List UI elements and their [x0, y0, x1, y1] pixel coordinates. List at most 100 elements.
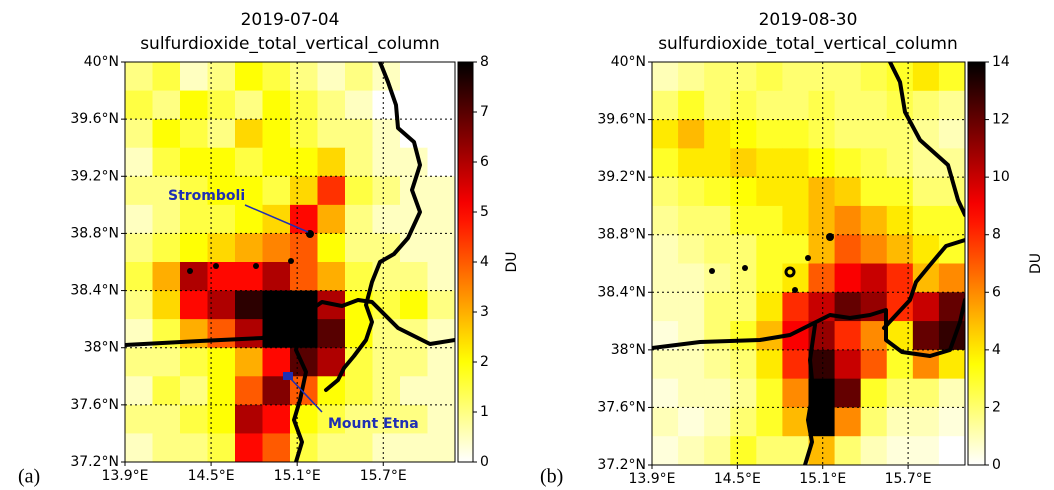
colorbar	[967, 61, 986, 466]
colorbar-tick-label: 7	[480, 104, 489, 120]
cell	[912, 378, 940, 408]
cell	[400, 404, 428, 434]
cell	[345, 90, 373, 120]
cell	[756, 407, 783, 437]
cell	[730, 148, 757, 178]
annotation-line	[244, 204, 309, 233]
cell	[834, 62, 862, 92]
cell	[125, 62, 153, 92]
cell	[125, 233, 153, 263]
cell	[152, 290, 181, 320]
cell	[860, 148, 888, 178]
plot-frame	[124, 61, 456, 463]
cell	[372, 204, 401, 234]
cell	[262, 433, 291, 463]
cell	[125, 404, 153, 434]
cell	[834, 349, 862, 380]
cell	[152, 176, 181, 206]
cell	[652, 263, 679, 293]
cell	[782, 292, 809, 322]
cell	[886, 407, 914, 437]
y-tick-label: 37.2°N	[70, 454, 119, 470]
y-tick-label: 37.2°N	[597, 457, 646, 473]
cell	[652, 234, 679, 264]
cell	[180, 262, 208, 292]
cell	[372, 147, 401, 177]
cell	[400, 233, 428, 263]
coastline-b	[652, 62, 965, 465]
cell	[180, 319, 208, 349]
cell	[235, 147, 263, 177]
colorbar-label: DU	[1028, 253, 1044, 274]
cell	[756, 148, 783, 178]
colorbar-tick-label: 10	[992, 169, 1010, 185]
chart-subtitle: sulfurdioxide_total_vertical_column	[658, 34, 958, 54]
cell	[207, 90, 236, 120]
cell	[782, 148, 809, 178]
cell	[834, 263, 862, 293]
cell	[125, 262, 153, 292]
cell	[704, 119, 731, 149]
x-tick-label: 15.1°E	[799, 471, 846, 487]
cell	[180, 433, 208, 463]
x-tick-label: 13.9°E	[628, 471, 675, 487]
cell	[180, 176, 208, 206]
cell	[782, 177, 809, 207]
cell	[730, 292, 757, 322]
cell	[290, 433, 318, 463]
colorbar-tick-label: 0	[992, 457, 1001, 473]
cell	[152, 262, 181, 292]
cell	[152, 233, 181, 263]
cell	[317, 204, 346, 234]
cell	[756, 349, 783, 380]
panel-label: (a)	[18, 466, 40, 488]
heatmap-a	[125, 62, 456, 463]
x-tick-label: 14.5°E	[188, 468, 235, 484]
cell	[678, 119, 705, 149]
cell	[912, 321, 940, 351]
cell	[704, 205, 731, 236]
cell	[730, 62, 757, 92]
cell	[427, 233, 456, 263]
cell	[125, 176, 153, 206]
cell	[290, 233, 318, 263]
cell	[886, 263, 914, 293]
cell	[262, 347, 291, 377]
cell	[808, 90, 836, 121]
cell	[886, 205, 914, 236]
cell	[808, 205, 836, 236]
cell	[782, 234, 809, 264]
cell	[756, 436, 783, 466]
y-tick-label: 39.2°N	[70, 168, 119, 184]
cell	[317, 62, 346, 92]
cell	[860, 119, 888, 149]
cell	[938, 263, 966, 293]
cell	[834, 148, 862, 178]
cell	[704, 349, 731, 380]
cell	[180, 147, 208, 177]
cell	[345, 376, 373, 406]
cell	[262, 376, 291, 406]
cell	[652, 205, 679, 236]
cell	[834, 407, 862, 437]
cell	[730, 234, 757, 264]
colorbar-tick-label: 5	[480, 204, 489, 220]
cell	[262, 176, 291, 206]
cell	[207, 433, 236, 463]
y-tick-label: 37.6°N	[597, 399, 646, 415]
cell	[262, 62, 291, 92]
cell	[756, 378, 783, 408]
cell	[704, 292, 731, 322]
y-tick-label: 38.4°N	[597, 284, 646, 300]
colorbar-tick-label: 4	[992, 342, 1001, 358]
cell	[678, 349, 705, 380]
cell	[125, 90, 153, 120]
colorbar-tick-label: 2	[480, 354, 489, 370]
y-tick-label: 38°N	[611, 342, 646, 358]
cell	[834, 177, 862, 207]
cell	[427, 90, 456, 120]
cell	[860, 349, 888, 380]
colorbar-tick-label: 8	[480, 54, 489, 70]
y-tick-label: 38.8°N	[70, 225, 119, 241]
colorbar-tick-label: 6	[480, 154, 489, 170]
